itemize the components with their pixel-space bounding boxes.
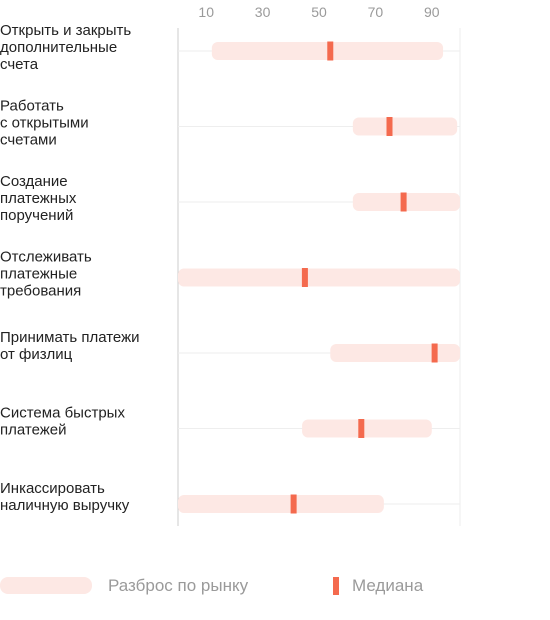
legend-range-label: Разброс по рынку — [108, 576, 249, 595]
category-label: Открыть и закрыть — [0, 22, 131, 39]
median-marker — [301, 268, 308, 287]
x-tick-label: 70 — [368, 4, 384, 20]
range-bar — [178, 495, 384, 513]
x-tick-labels: 10 30 50 70 90 — [198, 4, 439, 20]
category-label: платежных — [0, 190, 77, 207]
category-label: Создание — [0, 173, 68, 190]
category-label: Принимать платежи — [0, 329, 140, 346]
category-label: счета — [0, 56, 39, 73]
range-bar — [330, 344, 460, 362]
x-tick-label: 50 — [311, 4, 327, 20]
category-label: счетами — [0, 132, 57, 149]
range-bar — [302, 419, 432, 438]
category-label: Работать — [0, 98, 64, 115]
category-label: платежей — [0, 422, 67, 439]
category-label: Отслеживать — [0, 249, 92, 266]
category-label: дополнительные — [0, 39, 117, 56]
category-label: поручений — [0, 207, 73, 224]
range-bar — [352, 117, 458, 136]
x-tick-label: 10 — [198, 4, 214, 20]
median-markers — [290, 41, 438, 514]
category-label: от физлиц — [0, 346, 73, 363]
category-label: Система быстрых — [0, 405, 125, 422]
x-tick-label: 90 — [424, 4, 440, 20]
category-label: требования — [0, 283, 81, 300]
median-marker — [400, 192, 407, 212]
category-label: платежные — [0, 266, 77, 283]
legend-median-swatch — [333, 577, 339, 595]
median-marker — [290, 494, 297, 514]
median-marker — [358, 419, 365, 438]
category-label: с открытыми — [0, 115, 89, 132]
category-label: Инкассировать — [0, 480, 105, 497]
range-bar — [178, 268, 460, 287]
median-marker — [386, 117, 393, 136]
category-label: наличную выручку — [0, 497, 130, 514]
range-bars — [178, 42, 460, 513]
median-marker — [327, 41, 334, 61]
legend-median-label: Медиана — [352, 576, 424, 595]
median-marker — [431, 343, 438, 363]
x-tick-label: 30 — [255, 4, 271, 20]
legend-range-swatch — [0, 577, 92, 594]
legend: Разброс по рынку Медиана — [0, 576, 424, 595]
